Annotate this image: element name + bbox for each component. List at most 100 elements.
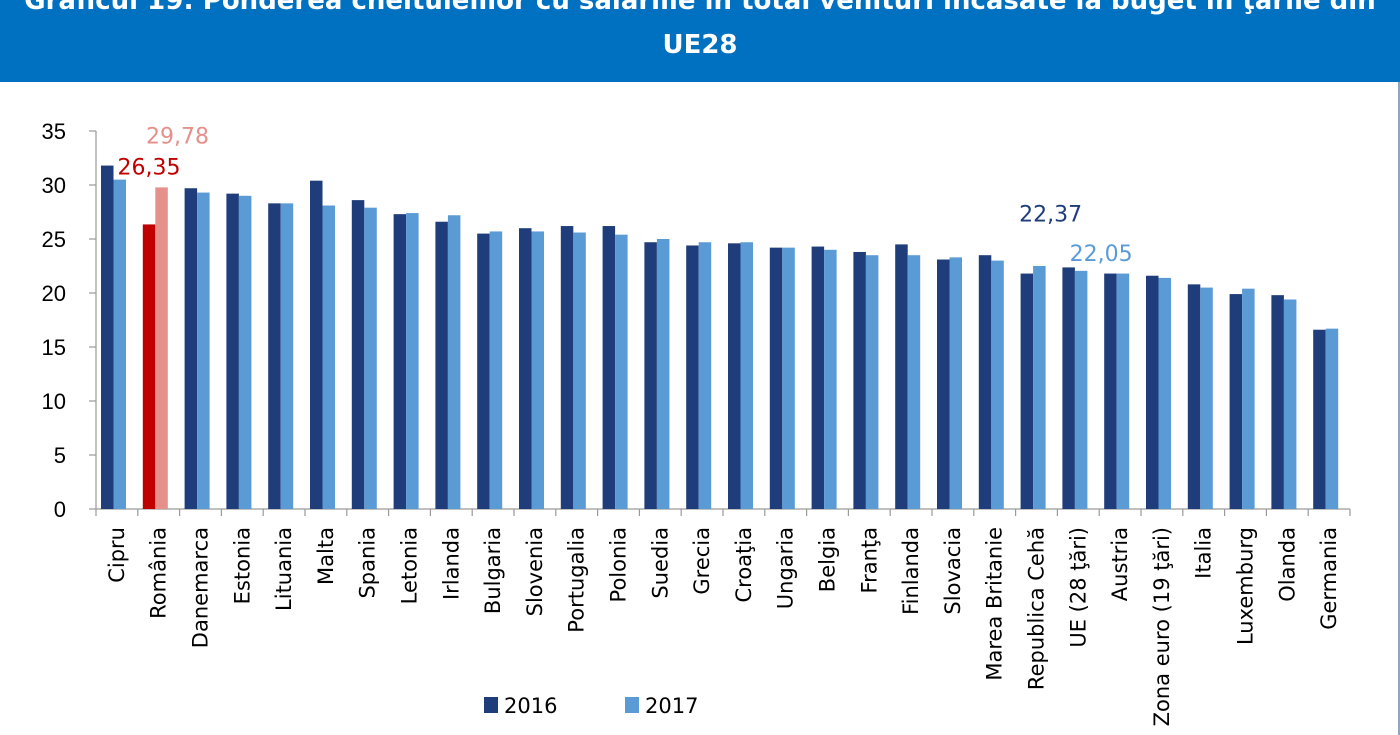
bar-2017 — [1242, 288, 1255, 509]
x-tick-label: Slovenia — [523, 527, 547, 616]
data-label: 26,35 — [118, 155, 181, 180]
x-tick-label: România — [147, 527, 171, 619]
x-tick-label: Croaţia — [732, 527, 756, 603]
bar-2016 — [351, 200, 365, 509]
bar-2017 — [1325, 328, 1339, 509]
x-tick-label: Ungaria — [774, 527, 798, 609]
bar-2017 — [949, 257, 962, 509]
bar-2017 — [656, 239, 670, 509]
legend-label: 2017 — [645, 694, 698, 718]
x-tick-label: Lituania — [272, 527, 296, 611]
bar-2016 — [1187, 284, 1201, 509]
bar-2017 — [322, 205, 335, 509]
chart-title-line-1: Graficul 19: Ponderea cheltuielilor cu s… — [24, 0, 1376, 16]
bar-2017 — [1283, 299, 1297, 509]
bar-2016 — [686, 245, 699, 510]
x-tick-label: Olanda — [1275, 527, 1299, 602]
bar-2017 — [782, 247, 795, 509]
bar-2016 — [811, 246, 825, 509]
bar-2016 — [602, 226, 616, 510]
bar-2017 — [907, 255, 921, 509]
x-tick-label: Malta — [314, 527, 338, 585]
bar-2017 — [1074, 270, 1088, 509]
y-tick-label: 25 — [42, 227, 66, 252]
bar-2017 — [155, 187, 168, 509]
bar-2016 — [519, 228, 532, 509]
x-tick-label: Finlanda — [899, 527, 923, 615]
x-tick-label: Zona euro (19 ţări) — [1150, 527, 1174, 726]
bar-2016 — [268, 203, 281, 510]
bar-2016 — [142, 224, 156, 510]
bar-2017 — [698, 242, 712, 510]
bar-2017 — [573, 232, 586, 509]
bar-2016 — [1313, 329, 1326, 509]
bar-2016 — [1104, 273, 1117, 509]
bar-2017 — [824, 249, 837, 510]
bar-2016 — [978, 255, 992, 509]
chart-title-line-2: UE28 — [662, 30, 738, 60]
bar-2016 — [1271, 295, 1284, 509]
x-tick-label: Letonia — [398, 527, 422, 604]
bar-2016 — [310, 180, 323, 509]
x-tick-label: UE (28 ţări) — [1066, 527, 1090, 648]
legend-swatch — [625, 697, 639, 713]
frame-border — [1398, 82, 1400, 735]
bar-2016 — [1146, 275, 1159, 509]
bar-2017 — [364, 207, 377, 509]
bar-2017 — [865, 255, 879, 509]
y-tick-label: 10 — [42, 389, 66, 414]
bar-2017 — [1158, 277, 1171, 509]
data-label: 29,78 — [146, 124, 209, 149]
bar-2016 — [477, 233, 490, 509]
data-label: 22,05 — [1070, 242, 1133, 267]
y-tick-label: 20 — [42, 281, 66, 306]
x-tick-label: Franţa — [857, 527, 881, 593]
x-tick-label: Spania — [356, 527, 380, 599]
y-tick-label: 35 — [42, 119, 66, 144]
x-tick-label: Polonia — [607, 527, 631, 602]
bar-2016 — [644, 242, 657, 510]
x-tick-label: Estonia — [230, 527, 254, 604]
bar-2017 — [447, 215, 461, 510]
bar-2016 — [728, 243, 741, 509]
bar-2016 — [895, 244, 908, 509]
x-tick-label: Irlanda — [439, 527, 463, 600]
bar-2017 — [238, 195, 252, 510]
chart-title-bar: Graficul 19: Ponderea cheltuielilor cu s… — [0, 0, 1400, 82]
x-tick-label: Danemarca — [189, 527, 213, 648]
x-tick-label: Belgia — [816, 527, 840, 592]
y-tick-label: 30 — [42, 173, 66, 198]
bar-2016 — [101, 165, 114, 509]
x-tick-label: Germania — [1317, 527, 1341, 630]
bar-2017 — [531, 231, 544, 509]
x-tick-label: Cipru — [105, 527, 129, 583]
bar-2017 — [991, 260, 1004, 509]
x-tick-label: Republica Cehă — [1025, 527, 1049, 690]
y-tick-label: 15 — [42, 335, 66, 360]
bar-2017 — [740, 242, 753, 510]
bar-2016 — [435, 221, 448, 509]
bar-2016 — [226, 193, 239, 509]
bar-2016 — [853, 251, 866, 509]
x-tick-label: Suedia — [648, 527, 672, 599]
x-tick-label: Luxemburg — [1234, 527, 1258, 645]
bar-2016 — [560, 226, 574, 510]
data-label: 22,37 — [1019, 202, 1082, 227]
bar-2016 — [937, 259, 950, 509]
bar-2017 — [489, 231, 503, 509]
x-tick-label: Grecia — [690, 527, 714, 595]
bar-2017 — [1033, 266, 1046, 509]
legend-swatch — [484, 697, 498, 713]
bar-2017 — [615, 234, 628, 509]
bar-2017 — [406, 213, 419, 509]
bar-2017 — [197, 192, 210, 509]
bar-2016 — [184, 188, 198, 510]
bar-2016 — [1020, 273, 1034, 509]
y-tick-label: 5 — [54, 443, 66, 468]
x-tick-label: Portugalia — [565, 527, 589, 633]
x-tick-label: Austria — [1108, 527, 1132, 601]
x-tick-label: Slovacia — [941, 527, 965, 615]
x-tick-label: Italia — [1192, 527, 1216, 579]
bar-2016 — [393, 214, 407, 509]
